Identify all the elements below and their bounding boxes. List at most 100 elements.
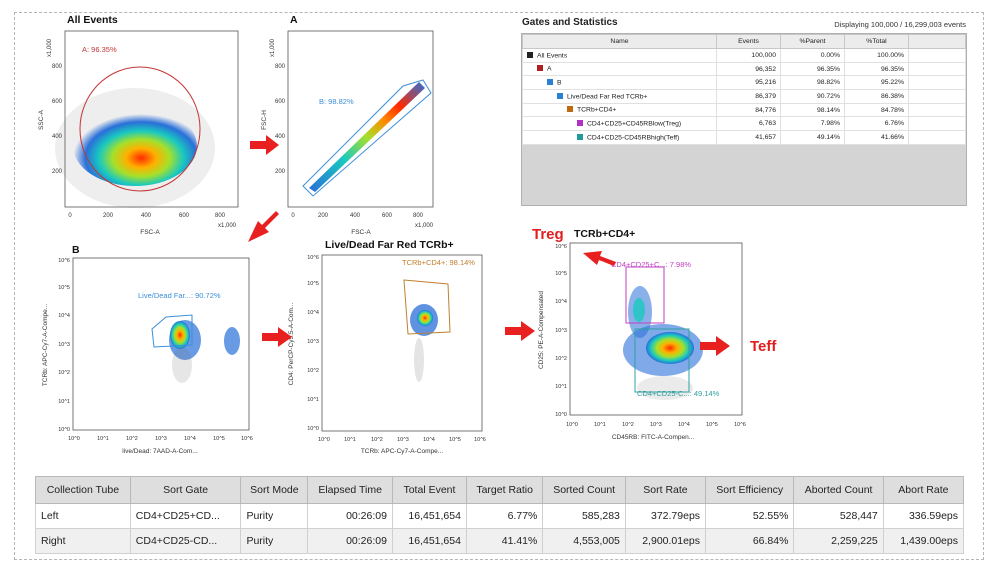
sort-col-header[interactable]: Sort Efficiency [705,476,795,504]
svg-text:10^4: 10^4 [423,437,435,443]
sort-table: Collection Tube Sort Gate Sort Mode Elapsed… [35,476,965,554]
svg-text:x1,000: x1,000 [270,38,276,57]
gate-name-cell: CD4+CD25-CD45RBhigh(Teff) [522,130,717,145]
svg-text:800: 800 [215,213,226,219]
svg-text:800: 800 [275,64,286,70]
x-tick-labels: 10^0 10^1 10^2 10^3 10^4 10^5 10^6 [318,437,486,443]
density-cloud [410,304,438,382]
x-tick-labels: 10^0 10^1 10^2 10^3 10^4 10^5 10^6 [68,436,253,442]
density-diagonal [309,82,425,192]
gate-total-cell: 84.78% [844,102,909,118]
y-axis-label: CD25: PE-A-Compensated [538,291,545,369]
svg-text:x1,000: x1,000 [47,38,53,57]
sort-cell: 2,259,225 [793,528,884,554]
gate-row[interactable]: All Events 100,000 0.00% 100.00% [522,48,966,63]
gate-events-cell: 41,657 [716,130,781,145]
gate-parent-cell: 98.14% [780,102,845,118]
svg-text:10^4: 10^4 [184,436,196,442]
gate-color-icon [567,106,573,113]
arrow-diagonal-icon [248,211,279,242]
svg-text:10^6: 10^6 [734,422,746,428]
sort-col-header[interactable]: Sort Gate [129,476,242,504]
sort-row[interactable]: Right CD4+CD25-CD... Purity 00:26:09 16,451,… [35,528,965,554]
svg-text:10^4: 10^4 [678,422,690,428]
svg-text:10^5: 10^5 [706,422,718,428]
sort-col-header[interactable]: Target Ratio [465,476,544,504]
y-axis-label: TCRb: APC-Cy7-A-Compe... [42,304,49,387]
sort-col-header[interactable]: Aborted Count [793,476,884,504]
svg-text:10^0: 10^0 [68,436,80,442]
sort-col-header[interactable]: Abort Rate [882,476,965,504]
svg-text:10^5: 10^5 [449,437,461,443]
col-parent[interactable]: %Parent [780,34,845,49]
gate-spacer-cell [908,102,966,118]
col-spacer [908,34,966,49]
gate-spacer-cell [908,89,966,104]
gate-row[interactable]: B 95,216 98.82% 95.22% [522,75,966,91]
svg-text:10^3: 10^3 [397,437,409,443]
arrow-teff-icon [700,336,730,356]
svg-text:10^3: 10^3 [650,422,662,428]
svg-text:400: 400 [141,213,152,219]
arrow-right-2-icon [262,327,292,347]
sort-col-header[interactable]: Sort Mode [240,476,309,504]
gate-live-dead-label: Live/Dead Far...: 90.72% [138,291,221,300]
gate-color-icon [577,133,583,140]
sort-col-header[interactable]: Sorted Count [542,476,626,504]
density-cloud [55,88,215,208]
sort-row[interactable]: Left CD4+CD25+CD... Purity 00:26:09 16,451,6… [35,503,965,529]
svg-text:200: 200 [275,169,286,175]
gate-tcrb-cd4-polygon[interactable] [403,279,451,335]
plot-live-dead[interactable]: TCRb+CD4+: 98.14% 10^0 10^1 10^2 10^3 10… [282,252,492,462]
gate-name-cell: B [522,75,717,91]
col-total[interactable]: %Total [844,34,909,49]
density-cloud [623,286,703,400]
gate-row[interactable]: CD4+CD25-CD45RBhigh(Teff) 41,657 49.14% 41.… [522,130,966,145]
svg-text:10^1: 10^1 [97,436,109,442]
svg-text:10^6: 10^6 [555,244,567,250]
gate-name-cell: Live/Dead Far Red TCRb+ [522,89,717,104]
gate-spacer-cell [908,75,966,91]
gates-panel-title: Gates and Statistics [522,17,618,28]
sort-cell: 16,451,654 [391,503,467,529]
col-name[interactable]: Name [522,34,717,49]
gate-color-icon [527,51,533,58]
gate-row[interactable]: Live/Dead Far Red TCRb+ 86,379 90.72% 86.38… [522,89,966,104]
gate-events-cell: 95,216 [716,75,781,91]
sort-col-header[interactable]: Total Event [391,476,467,504]
svg-text:400: 400 [52,134,63,140]
gate-b-polygon[interactable] [302,79,432,197]
svg-text:600: 600 [179,213,190,219]
svg-text:10^1: 10^1 [594,422,606,428]
sort-col-header[interactable]: Elapsed Time [307,476,393,504]
gate-treg-rect[interactable] [625,266,665,324]
gate-row[interactable]: CD4+CD25+CD45RBlow(Treg) 6,763 7.98% 6.76% [522,116,966,132]
density-cloud [169,320,240,383]
svg-text:10^6: 10^6 [241,436,253,442]
svg-text:10^6: 10^6 [307,255,319,261]
col-events[interactable]: Events [716,34,781,49]
gate-a-ellipse[interactable] [79,66,201,192]
plot-b[interactable]: Live/Dead Far...: 90.72% 10^0 10^1 10^2 … [40,255,260,465]
plot-all-events[interactable]: A: 96.35% 0 200 400 600 800 x1,000 200 4… [38,28,250,236]
gate-spacer-cell [908,116,966,132]
svg-text:800: 800 [413,213,424,219]
sort-col-header[interactable]: Collection Tube [35,476,131,504]
plot-a[interactable]: B: 98.82% 0 200 400 600 800 x1,000 200 4… [261,28,453,236]
gate-color-icon [547,78,553,85]
sort-cell: 336.59eps [882,503,965,529]
gate-row[interactable]: A 96,352 96.35% 96.35% [522,61,966,77]
svg-text:10^1: 10^1 [58,399,70,405]
gate-color-icon [577,120,583,127]
sort-cell: Right [35,528,131,554]
y-axis-label: FSC-H [261,110,268,130]
svg-text:10^1: 10^1 [555,384,567,390]
gate-b-label: B: 98.82% [319,97,354,106]
plot-title-live-dead: Live/Dead Far Red TCRb+ [325,239,454,251]
plot-tcrb-cd4[interactable]: CD4+CD25+C...: 7.98% CD4+CD25-C...: 49.1… [535,240,750,455]
gate-live-dead-polygon[interactable] [151,314,193,348]
gate-row[interactable]: TCRb+CD4+ 84,776 98.14% 84.78% [522,102,966,118]
svg-text:10^3: 10^3 [58,342,70,348]
sort-col-header[interactable]: Sort Rate [624,476,707,504]
gate-teff-polygon[interactable] [634,328,690,393]
